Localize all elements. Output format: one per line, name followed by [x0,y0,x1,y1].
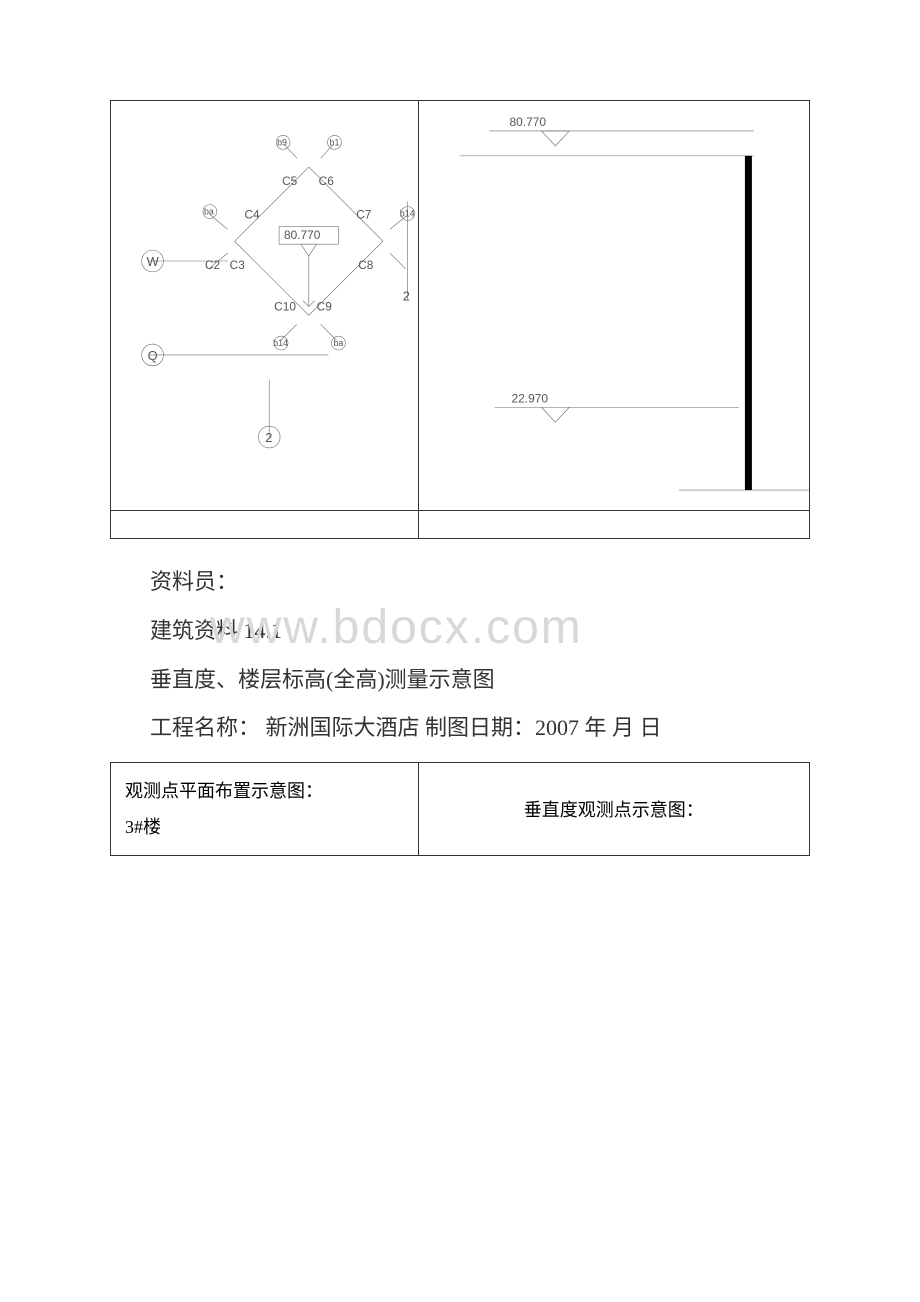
elevation-diagram-cell: 80.770 22.970 [418,101,809,511]
label-c3: C3 [230,258,246,272]
axis-w-label: W [147,254,160,269]
line-title: 垂直度、楼层标高(全高)测量示意图 [150,665,810,696]
footer-left [111,511,419,539]
top-elev-value: 80.770 [509,115,546,129]
center-value: 80.770 [284,228,321,242]
outer-label-b14b: b14 [273,338,288,348]
label-c8: C8 [358,258,374,272]
top-elev-triangle [541,131,569,146]
label-c10: C10 [274,299,296,313]
label-c7: C7 [356,207,371,221]
wall-bar [744,156,751,490]
tick-lt [210,215,228,230]
axis-q-label: Q [148,348,158,363]
label-c5: C5 [282,174,298,188]
label-c4: C4 [244,207,260,221]
label-c9: C9 [317,299,333,313]
plan-diagram-svg: W Q 2 2 [111,101,418,510]
label-c6: C6 [319,174,335,188]
axis-2-label: 2 [265,430,272,445]
outer-label-b9: b9 [277,137,287,147]
line-ziliaoyuan: 资料员： [150,567,810,598]
watermark: www.bdocx.com [210,600,583,655]
plan-diagram-cell: W Q 2 2 [111,101,419,511]
center-triangle [301,244,317,256]
outer-label-ba2: ba [333,338,343,348]
lower-left-line2: 3#楼 [125,809,404,845]
footer-right [418,511,809,539]
lower-table: 观测点平面布置示意图： 3#楼 垂直度观测点示意图： [110,762,810,856]
bottom-elev-triangle [541,407,569,422]
tick-rb [390,253,406,269]
bottom-elev-value: 22.970 [511,391,548,405]
lower-right-cell: 垂直度观测点示意图： [418,763,809,856]
text-block: 资料员： 建筑资料 14.1 垂直度、楼层标高(全高)测量示意图 工程名称： 新… [150,567,810,744]
outer-label-b1: b1 [330,137,340,147]
elevation-diagram-svg: 80.770 22.970 [419,101,809,510]
upper-diagram-table: W Q 2 2 [110,100,810,539]
label-c2: C2 [205,258,220,272]
line-project: 工程名称： 新洲国际大酒店 制图日期：2007 年 月 日 [150,713,810,744]
outer-label-ba1: ba [204,207,214,217]
outer-label-b14r: b14 [400,209,415,219]
lower-left-cell: 观测点平面布置示意图： 3#楼 [111,763,419,856]
lower-left-line1: 观测点平面布置示意图： [125,773,404,809]
axis-2r-label: 2 [403,289,410,304]
